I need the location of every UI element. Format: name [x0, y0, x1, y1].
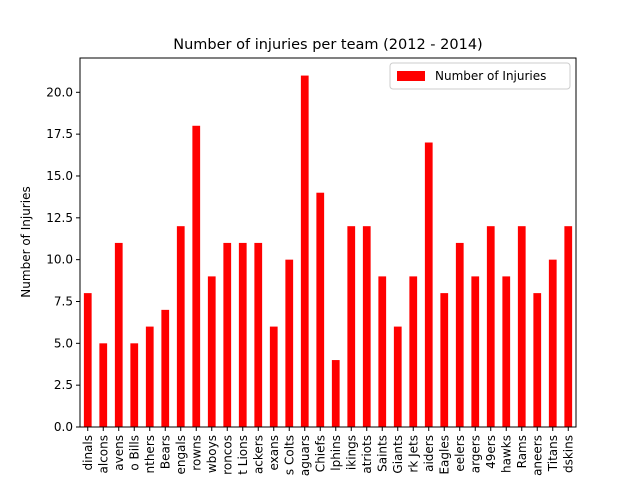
bar-4 [145, 326, 154, 427]
plot-frame [79, 57, 577, 428]
x-tick-label-23: Eagles [437, 435, 451, 475]
bar-30 [548, 259, 557, 427]
x-tick-label-2: avens [112, 435, 126, 471]
x-tick-label-6: engals [174, 435, 188, 475]
bar-18 [362, 226, 371, 427]
bar-2 [114, 242, 123, 427]
bar-28 [517, 226, 526, 427]
x-tick-label-28: Rams [515, 435, 529, 468]
x-tick-label-3: o Bills [127, 435, 141, 471]
bar-9 [223, 242, 232, 427]
x-tick-label-11: ackers [251, 435, 265, 474]
x-tick-label-26: 49ers [484, 435, 498, 469]
legend-label: Number of Injuries [435, 69, 546, 83]
x-tick-label-25: argers [468, 435, 482, 473]
legend-swatch [397, 71, 425, 81]
x-tick-label-27: hawks [499, 435, 513, 473]
y-axis: 0.0 2.5 5.0 7.5 10.0 12.5 15.0 17.5 20.0 [46, 85, 80, 434]
x-tick-label-0: dinals [81, 435, 95, 471]
y-tick-label-1: 2.5 [54, 378, 73, 392]
bar-24 [455, 242, 464, 427]
x-tick-label-13: s Colts [282, 435, 296, 475]
y-tick-label-4: 10.0 [46, 253, 73, 267]
x-tick-label-16: lphins [329, 435, 343, 471]
bar-15 [316, 192, 325, 427]
x-tick-label-18: atriots [360, 435, 374, 474]
x-tick-label-19: Saints [375, 435, 389, 472]
y-tick-label-0: 0.0 [54, 420, 73, 434]
bar-21 [409, 276, 418, 427]
y-axis-label: Number of Injuries [19, 186, 33, 297]
bar-11 [254, 242, 263, 427]
bar-26 [486, 226, 495, 427]
y-tick-label-5: 12.5 [46, 211, 73, 225]
chart-title: Number of injuries per team (2012 - 2014… [173, 37, 482, 53]
axes-spines [79, 57, 577, 428]
x-tick-label-21: rk Jets [406, 435, 420, 473]
bar-20 [393, 326, 402, 427]
x-tick-label-8: wboys [205, 435, 219, 473]
bar-31 [564, 226, 573, 427]
bar-0 [83, 293, 92, 427]
bar-19 [378, 276, 387, 427]
bar-16 [331, 360, 340, 427]
x-tick-label-24: eelers [453, 435, 467, 472]
y-tick-label-7: 17.5 [46, 127, 73, 141]
x-tick-label-17: ikings [344, 435, 358, 470]
x-tick-label-20: Giants [391, 435, 405, 474]
x-tick-label-1: alcons [96, 435, 110, 473]
bar-5 [161, 309, 170, 427]
bar-3 [130, 343, 139, 427]
y-tick-label-3: 7.5 [54, 294, 73, 308]
x-tick-label-7: rowns [189, 435, 203, 471]
x-tick-label-22: aiders [422, 435, 436, 472]
x-axis: dinals alcons avens o Bills nthers Bears engal… [81, 427, 575, 476]
legend-box [389, 62, 571, 90]
bars-group [83, 75, 573, 427]
x-tick-label-10: t Lions [236, 435, 250, 475]
bar-10 [238, 242, 247, 427]
x-tick-label-12: exans [267, 435, 281, 470]
bar-23 [440, 293, 449, 427]
x-tick-label-5: Bears [158, 435, 172, 469]
x-tick-label-14: aguars [298, 435, 312, 476]
bar-7 [192, 125, 201, 427]
x-tick-label-29: aneers [530, 435, 544, 476]
bar-14 [300, 75, 309, 427]
bar-6 [176, 226, 185, 427]
x-tick-label-30: Titans [546, 435, 560, 472]
bar-29 [533, 293, 542, 427]
bar-1 [99, 343, 108, 427]
x-tick-label-9: roncos [220, 435, 234, 475]
bar-17 [347, 226, 356, 427]
y-tick-label-6: 15.0 [46, 169, 73, 183]
y-tick-label-2: 5.0 [54, 336, 73, 350]
x-tick-label-31: dskins [561, 435, 575, 473]
x-tick-label-15: Chiefs [313, 435, 327, 472]
bar-13 [285, 259, 294, 427]
y-tick-label-8: 20.0 [46, 85, 73, 99]
legend: Number of Injuries [389, 62, 571, 90]
bar-8 [207, 276, 216, 427]
bar-12 [269, 326, 278, 427]
x-tick-label-4: nthers [143, 435, 157, 473]
bar-25 [471, 276, 480, 427]
bar-22 [424, 142, 433, 427]
bar-27 [502, 276, 511, 427]
